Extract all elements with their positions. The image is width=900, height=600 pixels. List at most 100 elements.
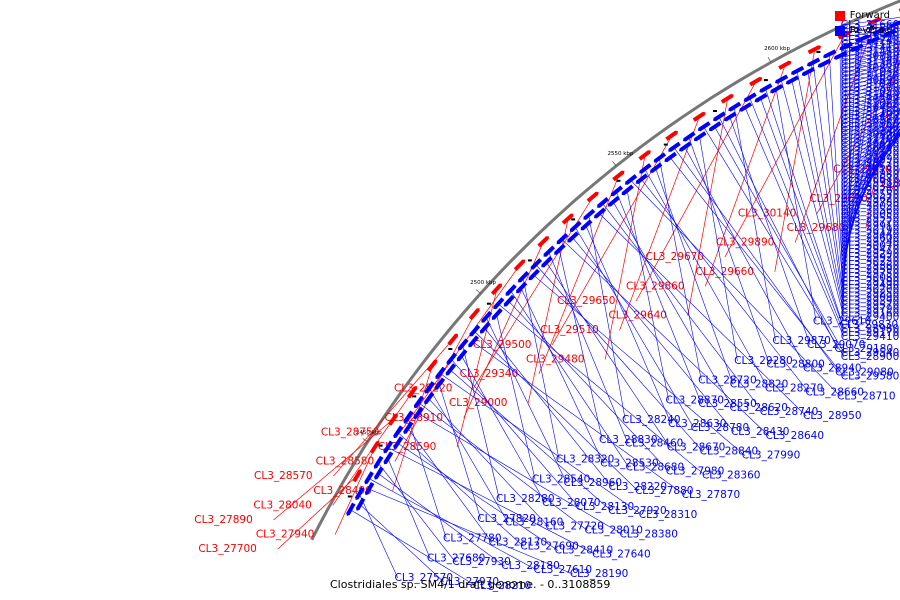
reverse-leader	[359, 504, 445, 583]
reverse-label: CL3_28950	[803, 410, 862, 422]
reverse-label: CL3_28210	[473, 580, 532, 592]
reverse-leader	[807, 71, 845, 306]
marker-tick	[763, 79, 768, 82]
genome-backbone	[310, 0, 900, 541]
forward-label: CL3_28750	[321, 426, 380, 438]
reverse-leader	[407, 417, 447, 539]
reverse-label: CL3_27820	[477, 513, 536, 525]
reverse-gene	[469, 324, 481, 337]
reverse-label: CL3_29390	[841, 296, 900, 308]
reverse-gene	[424, 381, 435, 394]
reverse-label: CL3_28310	[639, 509, 698, 521]
reverse-leader	[843, 38, 863, 278]
reverse-gene	[373, 455, 384, 469]
tick-label: 2450 kbp	[356, 430, 382, 436]
reverse-label: CL3_28220	[609, 481, 668, 493]
reverse-leader	[439, 373, 643, 516]
reverse-gene	[403, 421, 414, 434]
reverse-leader	[496, 314, 536, 480]
reverse-leader	[829, 54, 845, 294]
reverse-gene	[806, 57, 821, 67]
reverse-gene	[516, 281, 528, 294]
reverse-gene	[625, 174, 638, 185]
reverse-gene	[554, 243, 566, 255]
reverse-label: CL3_27640	[592, 548, 651, 560]
reverse-gene	[839, 41, 853, 51]
reverse-label: CL3_27880	[635, 485, 694, 497]
reverse-gene	[530, 258, 543, 270]
reverse-label: CL3_28270	[765, 382, 824, 394]
marker-tick	[347, 495, 352, 498]
reverse-leader	[843, 129, 900, 180]
reverse-gene	[481, 310, 493, 323]
reverse-gene	[888, 19, 900, 29]
reverse-gene	[850, 43, 864, 53]
marker-tick	[713, 110, 717, 112]
reverse-label: CL3_29790	[841, 303, 900, 315]
reverse-gene	[679, 141, 692, 152]
reverse-leader	[387, 458, 431, 559]
reverse-label: CL3_29470	[841, 244, 900, 256]
reverse-leader	[760, 98, 845, 330]
reverse-gene	[635, 173, 649, 184]
reverse-gene	[650, 162, 663, 173]
reverse-label: CL3_28280	[496, 493, 555, 505]
reverse-leader	[498, 303, 706, 476]
forward-leader	[774, 49, 816, 272]
reverse-label: CL3_29250	[841, 288, 900, 300]
reverse-gene	[424, 391, 435, 405]
legend: Forward Reverse	[834, 8, 890, 38]
reverse-leader	[843, 131, 900, 192]
reverse-label: CL3_29360	[841, 260, 900, 272]
reverse-gene	[446, 352, 458, 365]
reverse-label: CL3_29910	[841, 221, 900, 233]
forward-leader	[334, 446, 376, 535]
reverse-leader	[535, 264, 704, 452]
reverse-leader	[397, 442, 559, 551]
reverse-label: CL3_27570	[395, 572, 454, 584]
reverse-label: CL3_29160	[841, 307, 900, 319]
reverse-label: CL3_28410	[555, 544, 614, 556]
reverse-label: CL3_30690	[841, 74, 900, 86]
reverse-label: CL3_27720	[545, 521, 604, 533]
forward-label: CL3_29220	[394, 383, 453, 395]
tick-mark	[612, 161, 617, 167]
reverse-gene	[355, 486, 365, 500]
reverse-label: CL3_29600	[841, 232, 900, 244]
forward-label: CL3_29650	[557, 295, 616, 307]
reverse-label: CL3_30190	[841, 224, 900, 236]
reverse-label: CL3_30150	[841, 165, 900, 177]
reverse-leader	[843, 85, 900, 251]
reverse-leader	[588, 214, 626, 421]
reverse-label: CL3_28010	[584, 525, 643, 537]
reverse-label: CL3_28740	[760, 406, 819, 418]
forward-swatch	[834, 10, 845, 21]
reverse-leader	[843, 48, 857, 282]
legend-label-reverse: Reverse	[849, 25, 890, 36]
reverse-leader	[843, 132, 900, 199]
reverse-label: CL3_29170	[841, 327, 900, 339]
reverse-gene	[607, 195, 620, 207]
genome-caption: Clostridiales sp. SM4/1 draft genome. - …	[330, 578, 611, 591]
reverse-leader	[839, 55, 845, 290]
reverse-leader	[461, 355, 546, 504]
marker-tick	[486, 302, 491, 305]
reverse-label: CL3_28530	[600, 458, 659, 470]
reverse-leader	[450, 359, 580, 508]
reverse-label: CL3_29490	[841, 280, 900, 292]
reverse-gene	[639, 163, 652, 174]
reverse-leader	[843, 31, 879, 270]
reverse-gene	[743, 92, 757, 102]
forward-leader	[687, 98, 729, 316]
forward-gene	[807, 45, 822, 55]
reverse-leader	[599, 213, 807, 417]
marker-tick	[571, 218, 576, 221]
reverse-label: CL3_29760	[841, 185, 900, 197]
reverse-leader	[765, 88, 844, 326]
reverse-gene	[569, 220, 582, 232]
reverse-leader	[472, 341, 686, 496]
reverse-gene	[594, 207, 607, 219]
reverse-leader	[428, 387, 509, 523]
reverse-leader	[843, 90, 900, 247]
reverse-leader	[744, 107, 845, 338]
